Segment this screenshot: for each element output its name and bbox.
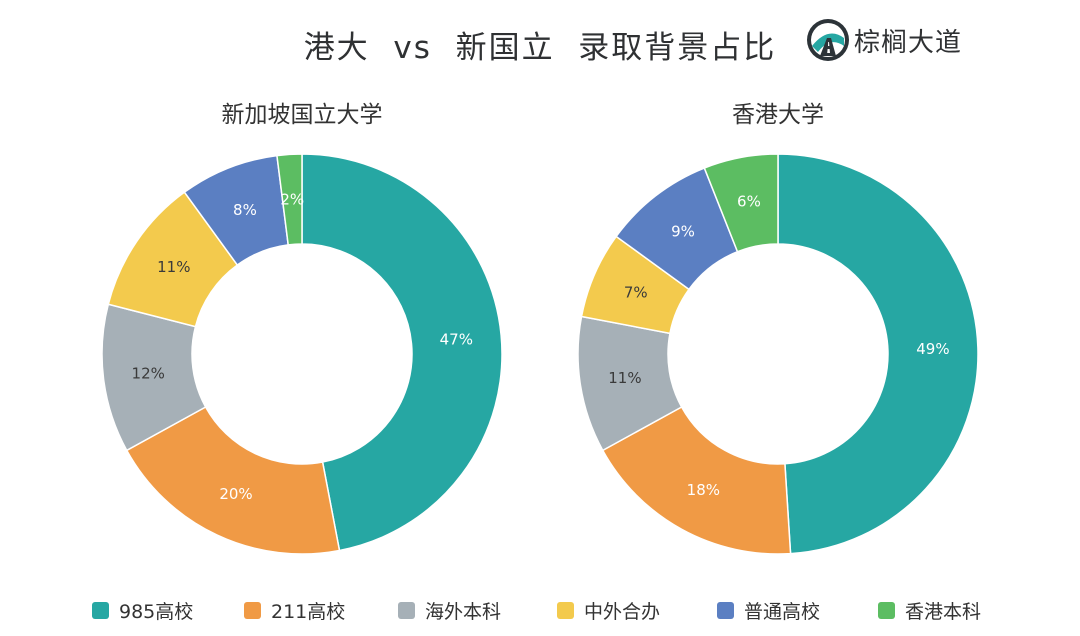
legend-label: 海外本科 (425, 601, 502, 623)
chart-hku: 香港大学 49% 18% 11% 7% 9% 6% (577, 102, 979, 555)
donut-slice-0-5 (276, 153, 303, 246)
legend-item-ordinary: 普通高校 (717, 597, 820, 624)
slice-label-1-5: 6% (737, 193, 761, 211)
legend-item-joint: 中外合办 (557, 597, 660, 624)
legend-label: 香港本科 (905, 601, 982, 623)
donut-slice-1-1 (601, 405, 792, 555)
legend-label: 中外合办 (584, 601, 661, 623)
legend-swatch (398, 602, 415, 619)
legend-label: 普通高校 (744, 601, 821, 623)
slice-label-0-3: 11% (157, 258, 190, 276)
brand-name: 棕榈大道 (854, 27, 963, 58)
slice-label-1-0: 49% (916, 340, 949, 358)
legend-swatch (717, 602, 734, 619)
legend-item-overseas: 海外本科 (398, 597, 501, 624)
slice-label-0-4: 8% (233, 201, 257, 219)
slice-label-0-0: 47% (440, 330, 473, 348)
slice-label-1-3: 7% (624, 283, 648, 301)
slice-label-1-2: 11% (608, 369, 641, 387)
chart-title-hku: 香港大学 (732, 102, 824, 128)
legend: 985高校 211高校 海外本科 中外合办 普通高校 香港本科 (0, 597, 1080, 627)
chart-nus: 新加坡国立大学 47% 20% 12% 11% 8% 2% (101, 102, 503, 555)
donut-slice-0-0 (301, 153, 503, 552)
brand: 棕榈大道 (806, 18, 962, 62)
slice-label-0-2: 12% (132, 364, 165, 382)
donut-charts: 新加坡国立大学 47% 20% 12% 11% 8% 2% 香港大学 49% 18% 11% 7… (101, 102, 979, 555)
legend-label: 985高校 (119, 601, 194, 623)
page-title: 港大 vs 新国立 录取背景占比 (303, 30, 777, 66)
legend-item-hk: 香港本科 (878, 597, 981, 624)
chart-title-nus: 新加坡国立大学 (222, 102, 383, 128)
legend-item-211: 211高校 (244, 597, 345, 624)
legend-swatch (244, 602, 261, 619)
legend-swatch (878, 602, 895, 619)
legend-swatch (557, 602, 574, 619)
legend-item-985: 985高校 (92, 597, 193, 624)
donut-slice-1-0 (777, 153, 979, 555)
legend-label: 211高校 (271, 601, 346, 623)
donut-slice-0-1 (125, 405, 341, 555)
slice-label-1-4: 9% (671, 223, 695, 241)
slice-label-0-1: 20% (219, 485, 252, 503)
donut-slice-1-5 (703, 153, 779, 253)
legend-swatch (92, 602, 109, 619)
slice-label-0-5: 2% (280, 190, 304, 208)
road-logo-icon (807, 19, 849, 61)
slice-label-1-1: 18% (687, 481, 720, 499)
